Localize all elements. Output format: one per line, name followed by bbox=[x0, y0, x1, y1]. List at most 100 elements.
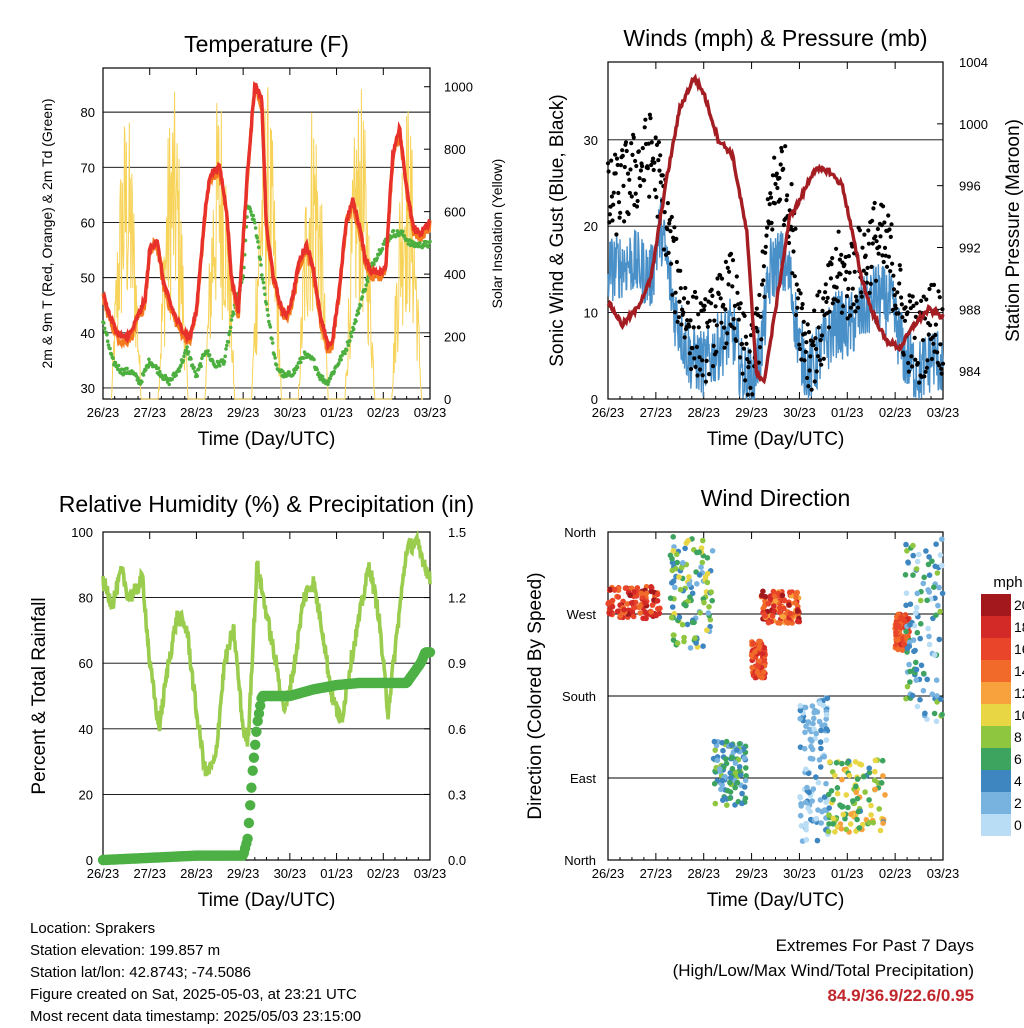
direction-point bbox=[676, 614, 683, 620]
dewpoint-point bbox=[207, 353, 212, 357]
gust-point bbox=[897, 263, 902, 268]
direction-point bbox=[771, 603, 777, 609]
wind_direction-panel: Wind Direction 26/23 27/23 28/23 29/23 30/23 0… bbox=[525, 485, 959, 911]
dewpoint-point bbox=[218, 363, 222, 368]
gust-point bbox=[868, 281, 873, 286]
direction-point bbox=[803, 723, 809, 729]
location-text: Location: Sprakers bbox=[30, 920, 156, 937]
dewpoint-point bbox=[227, 332, 231, 337]
gust-point bbox=[883, 253, 888, 258]
precip-point bbox=[251, 726, 262, 737]
gust-point bbox=[763, 244, 768, 249]
gust-point bbox=[750, 392, 755, 397]
dewpoint-point bbox=[147, 357, 151, 362]
temperature-xtick-label: 29/23 bbox=[227, 405, 260, 420]
gust-point bbox=[690, 346, 695, 351]
dewpoint-point bbox=[320, 374, 325, 379]
precip-ytick-label: 0.3 bbox=[448, 787, 466, 802]
direction-point bbox=[918, 662, 925, 669]
direction-point bbox=[907, 622, 913, 628]
dewpoint-point bbox=[224, 347, 228, 351]
direction-point bbox=[818, 727, 824, 734]
temp-ytick-right-label: 600 bbox=[444, 205, 466, 220]
direction-point bbox=[640, 615, 646, 622]
dewpoint-point bbox=[136, 376, 140, 380]
direction-point bbox=[736, 764, 743, 770]
colorbar-swatch bbox=[981, 616, 1011, 638]
direction-point bbox=[685, 537, 691, 544]
gust-point bbox=[770, 173, 776, 178]
gust-point bbox=[676, 315, 682, 320]
gust-point bbox=[779, 149, 785, 154]
direction-point bbox=[787, 610, 794, 617]
winds-xtick-label: 29/23 bbox=[735, 405, 768, 420]
dir-ytick-label: West bbox=[567, 607, 597, 622]
direction-point bbox=[669, 555, 675, 562]
dewpoint-point bbox=[360, 295, 365, 299]
dewpoint-point bbox=[302, 356, 306, 360]
gust-point bbox=[767, 202, 772, 207]
colorbar-label: 16 bbox=[1014, 641, 1024, 657]
dewpoint-point bbox=[337, 361, 341, 365]
precip-point bbox=[253, 708, 265, 719]
gust-point bbox=[814, 369, 819, 374]
gust-point bbox=[817, 289, 822, 294]
direction-point bbox=[921, 574, 927, 581]
direction-point bbox=[811, 715, 817, 722]
direction-point bbox=[906, 661, 912, 668]
colorbar-label: 0 bbox=[1014, 817, 1022, 833]
gust-point bbox=[723, 259, 729, 264]
gust-point bbox=[906, 360, 911, 366]
direction-point bbox=[912, 647, 918, 654]
gust-point bbox=[624, 148, 629, 154]
gust-point bbox=[800, 302, 805, 307]
gust-point bbox=[839, 252, 844, 257]
extremes-title: Extremes For Past 7 Days bbox=[775, 936, 974, 955]
gust-point bbox=[875, 226, 881, 232]
gust-point bbox=[629, 141, 634, 146]
direction-point bbox=[821, 753, 828, 760]
gust-point bbox=[827, 309, 832, 314]
direction-point bbox=[830, 815, 836, 822]
gust-point bbox=[711, 343, 716, 348]
gust-point bbox=[725, 331, 730, 336]
direction-point bbox=[712, 747, 718, 753]
direction-point bbox=[719, 777, 726, 784]
gust-point bbox=[812, 379, 817, 384]
rh-ytick-label: 80 bbox=[79, 591, 93, 606]
gust-point bbox=[702, 303, 707, 308]
gust-point bbox=[712, 318, 717, 323]
direction-point bbox=[872, 786, 878, 793]
direction-point bbox=[797, 812, 804, 819]
gust-point bbox=[744, 341, 749, 346]
direction-point bbox=[907, 601, 914, 607]
direction-point bbox=[918, 621, 924, 627]
winds-title: Winds (mph) & Pressure (mb) bbox=[623, 25, 927, 51]
gust-point bbox=[618, 210, 623, 215]
direction-point bbox=[717, 766, 723, 772]
direction-point bbox=[696, 572, 703, 578]
direction-point bbox=[842, 815, 848, 822]
gust-point bbox=[906, 369, 912, 374]
direction-point bbox=[803, 837, 810, 843]
direction-point bbox=[612, 586, 618, 593]
gust-point bbox=[888, 234, 893, 239]
dewpoint-point bbox=[357, 306, 361, 311]
gust-point bbox=[859, 294, 864, 299]
direction-point bbox=[687, 645, 694, 651]
temp-ylabel: 2m & 9m T (Red, Orange) & 2m Td (Green) bbox=[39, 99, 55, 369]
gust-point bbox=[829, 262, 834, 267]
direction-point bbox=[847, 821, 854, 827]
gust-point bbox=[617, 215, 622, 220]
direction-point bbox=[926, 641, 933, 648]
dewpoint-point bbox=[102, 326, 107, 331]
direction-point bbox=[904, 683, 911, 690]
direction-point bbox=[856, 825, 863, 831]
gust-point bbox=[824, 299, 829, 304]
rh-ytick-label: 100 bbox=[71, 525, 93, 540]
gust-point bbox=[795, 296, 801, 301]
precip-point bbox=[248, 752, 260, 763]
precip-point bbox=[247, 765, 258, 776]
gust-point bbox=[871, 206, 876, 211]
gust-point bbox=[647, 194, 652, 199]
